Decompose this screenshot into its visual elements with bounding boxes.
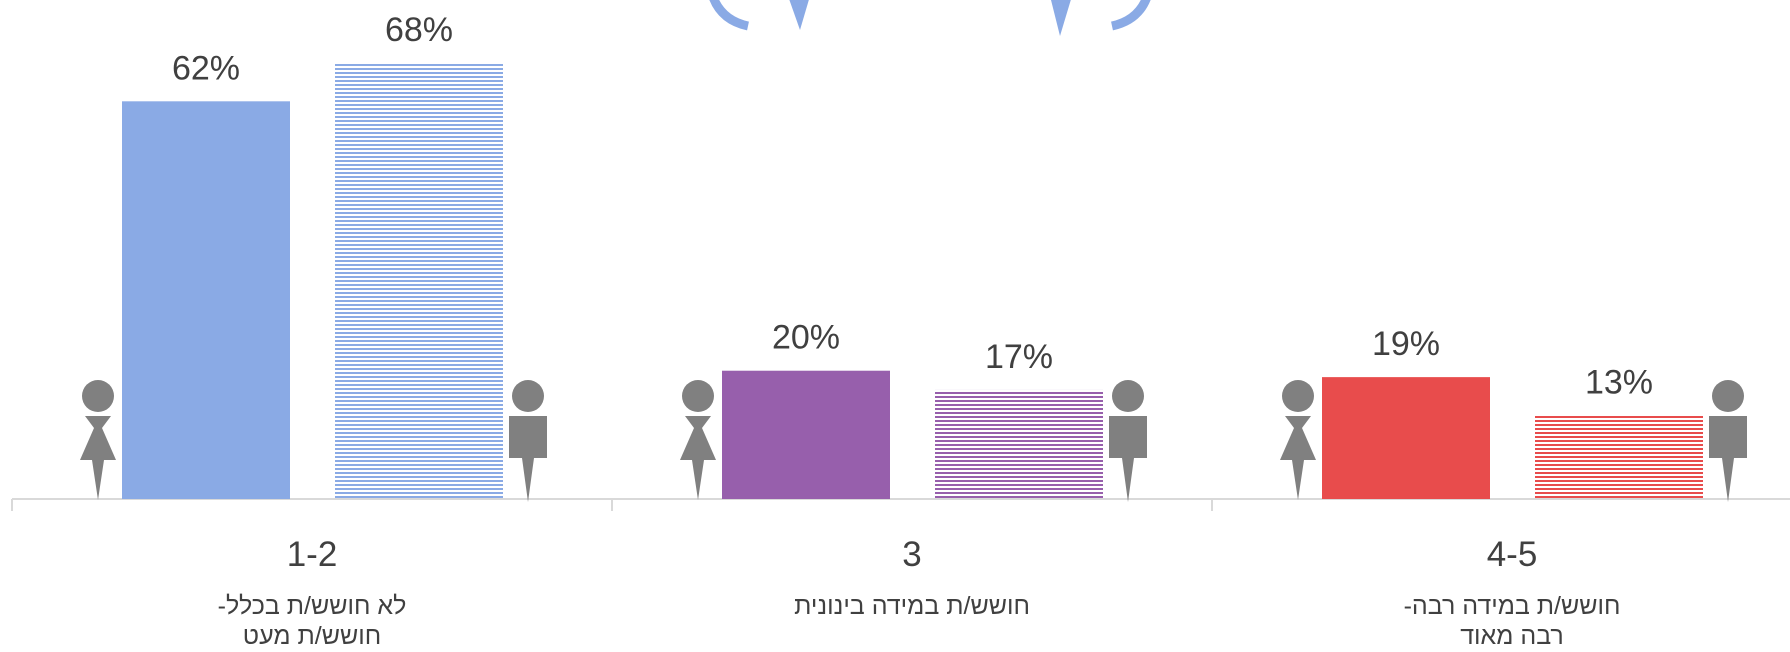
female-icon	[680, 380, 716, 500]
value-label: 62%	[172, 49, 240, 87]
category-label: 1-2	[287, 535, 338, 574]
person-head	[1112, 380, 1144, 412]
category-description: לא חושש/ת בכלל-	[218, 592, 407, 620]
category-description: חושש/ת במידה בינונית	[794, 592, 1030, 620]
bar	[1535, 415, 1703, 499]
person-head	[512, 380, 544, 412]
category-label: 3	[902, 535, 921, 574]
value-label: 13%	[1585, 364, 1653, 402]
female-icon	[80, 380, 116, 500]
person-body	[1280, 416, 1316, 500]
person-head	[682, 380, 714, 412]
person-head	[82, 380, 114, 412]
bar	[722, 370, 890, 499]
male-icon	[1709, 380, 1747, 502]
person-body	[680, 416, 716, 500]
category-label: 4-5	[1487, 535, 1538, 574]
person-body	[80, 416, 116, 500]
category-description: חושש/ת במידה רבה-	[1404, 592, 1621, 620]
male-icon	[509, 380, 547, 502]
person-body	[1709, 416, 1747, 502]
bar	[1322, 377, 1490, 499]
value-label: 17%	[985, 338, 1053, 376]
person-head	[1282, 380, 1314, 412]
bar	[122, 101, 290, 500]
person-body	[1109, 416, 1147, 502]
female-icon	[1280, 380, 1316, 500]
value-label: 68%	[385, 11, 453, 49]
male-icon	[1109, 380, 1147, 502]
value-label: 19%	[1372, 325, 1440, 363]
category-description: רבה מאוד	[1460, 622, 1564, 650]
category-description: חושש/ת מעט	[243, 622, 381, 650]
value-label: 20%	[772, 319, 840, 357]
bar	[335, 62, 503, 499]
person-head	[1712, 380, 1744, 412]
decoration	[709, 0, 1151, 36]
bar	[935, 389, 1103, 499]
person-body	[509, 416, 547, 502]
